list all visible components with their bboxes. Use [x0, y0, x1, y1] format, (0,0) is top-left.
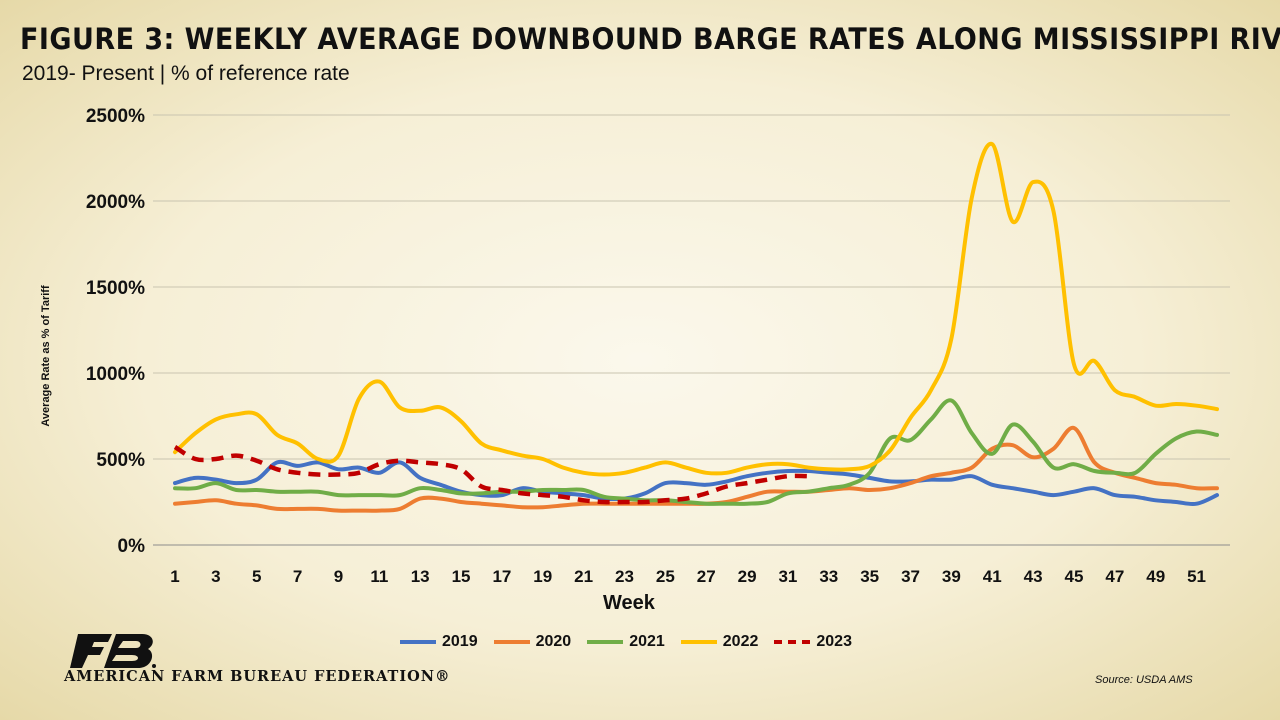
x-axis-label: Week [603, 592, 655, 614]
legend-label: 2021 [629, 633, 665, 650]
x-tick-label: 3 [211, 567, 220, 586]
x-tick-label: 47 [1105, 567, 1124, 586]
x-tick-label: 31 [778, 567, 797, 586]
x-tick-label: 35 [860, 567, 879, 586]
series-line-2022 [173, 141, 1219, 477]
x-tick-label: 23 [615, 567, 634, 586]
legend-swatch [400, 640, 436, 644]
fb-logo-icon [70, 634, 156, 668]
y-tick-label: 1000% [86, 364, 145, 385]
x-tick-label: 17 [492, 567, 511, 586]
y-tick-label: 1500% [86, 278, 145, 299]
source-note: Source: USDA AMS [1095, 674, 1193, 686]
legend-label: 2022 [722, 633, 759, 650]
y-axis-label: Average Rate as % of Tariff [40, 285, 52, 427]
chart-legend: 2019 2020 2021 2022 2023 [400, 633, 852, 651]
x-tick-label: 9 [334, 567, 343, 586]
x-tick-label: 1 [170, 567, 179, 586]
x-tick-label: 51 [1187, 567, 1206, 586]
x-tick-label: 37 [901, 567, 920, 586]
x-tick-label: 45 [1065, 567, 1084, 586]
grid-lines [153, 114, 1230, 460]
organization-name: AMERICAN FARM BUREAU FEDERATION® [64, 668, 451, 685]
x-tick-labels: 1 3 5 7 9 11 13 15 17 19 21 23 25 27 29 31 33 35 37 39 41 43 4… [170, 567, 1206, 586]
legend-item-2019: 2019 [400, 633, 478, 651]
x-tick-label: 27 [697, 567, 716, 586]
legend-label: 2023 [816, 633, 852, 650]
legend-label: 2019 [442, 633, 478, 650]
legend-swatch [774, 640, 811, 644]
series-line-2021 [173, 398, 1219, 506]
x-tick-label: 19 [533, 567, 552, 586]
x-tick-label: 5 [252, 567, 261, 586]
x-tick-label: 25 [656, 567, 675, 586]
y-tick-labels: 0% 500% 1000% 1500% 2000% 2500% [86, 106, 145, 557]
y-tick-label: 2500% [86, 106, 145, 127]
series-lines [173, 141, 1219, 513]
x-tick-label: 15 [452, 567, 471, 586]
legend-item-2021: 2021 [587, 633, 665, 651]
legend-item-2023: 2023 [774, 633, 852, 651]
x-tick-label: 33 [819, 567, 838, 586]
x-tick-label: 11 [370, 567, 388, 586]
x-tick-label: 13 [411, 567, 430, 586]
chart-title: FIGURE 3: WEEKLY AVERAGE DOWNBOUND BARGE… [20, 22, 1280, 56]
x-tick-label: 21 [574, 567, 593, 586]
x-tick-label: 7 [293, 567, 302, 586]
legend-swatch [680, 640, 717, 644]
y-tick-label: 500% [96, 450, 145, 471]
legend-label: 2020 [535, 633, 572, 650]
series-line-2019 [173, 459, 1219, 507]
legend-swatch [587, 640, 624, 644]
series-line-2023 [173, 445, 809, 505]
x-tick-label: 29 [738, 567, 757, 586]
y-tick-label: 2000% [86, 192, 145, 213]
x-tick-label: 49 [1146, 567, 1165, 586]
chart-subtitle: 2019- Present | % of reference rate [22, 62, 350, 85]
x-tick-label: 39 [942, 567, 961, 586]
x-tick-label: 43 [1024, 567, 1043, 586]
x-tick-label: 41 [983, 567, 1002, 586]
y-tick-label: 0% [118, 536, 146, 557]
legend-item-2022: 2022 [680, 633, 759, 651]
legend-item-2020: 2020 [493, 633, 572, 651]
legend-swatch [493, 640, 530, 644]
